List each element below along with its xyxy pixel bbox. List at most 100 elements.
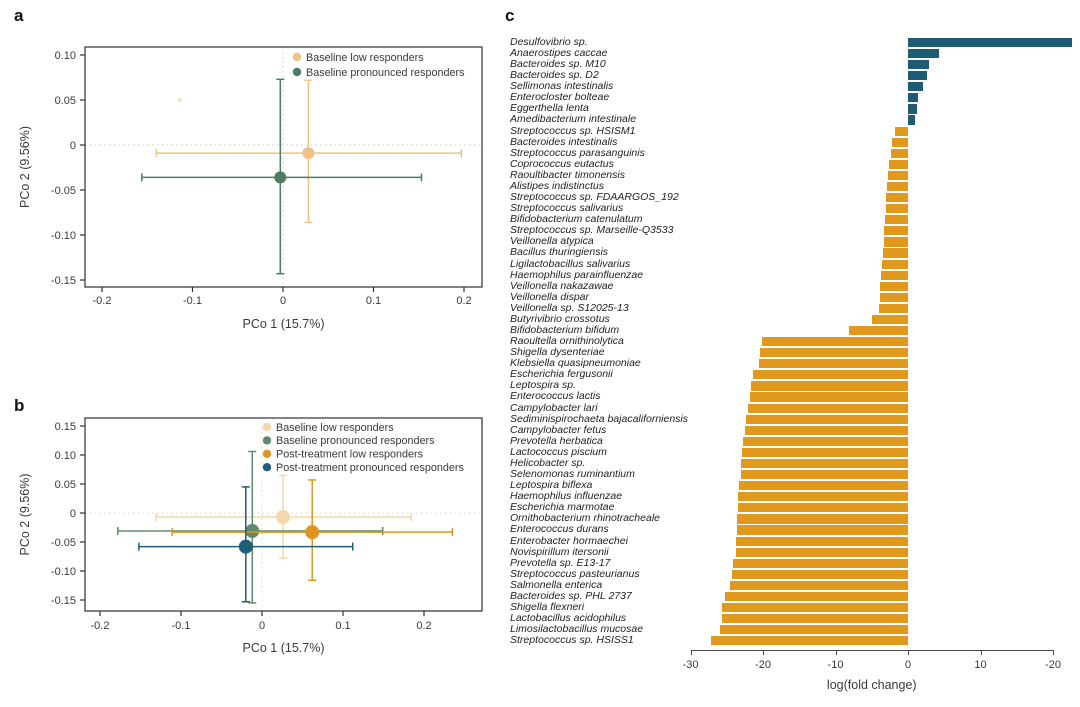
species-label: Desulfovibrio sp. xyxy=(510,35,588,48)
fold-change-bar xyxy=(744,425,908,435)
group-centroid-point xyxy=(274,171,287,184)
species-label: Enterococcus durans xyxy=(510,523,609,536)
x-tick xyxy=(908,650,909,655)
series-post-treatment-pronounced-responders xyxy=(138,486,354,603)
fold-change-bar xyxy=(721,614,908,624)
fold-change-bar xyxy=(761,337,908,347)
fold-change-bar xyxy=(732,558,908,568)
y-tick-label: -0.05 xyxy=(51,185,76,197)
species-label: Veillonella sp. S12025-13 xyxy=(510,301,629,314)
x-tick-label: 0.2 xyxy=(456,295,471,307)
fold-change-bar xyxy=(908,104,917,114)
fold-change-bar xyxy=(736,525,908,535)
y-axis-title: PCo 2 (9.56%) xyxy=(18,126,32,208)
y-tick-label: -0.10 xyxy=(51,230,76,242)
species-label: Limosilactobacillus mucosae xyxy=(510,623,644,636)
fold-change-bar xyxy=(881,270,908,280)
x-tick-label: 0 xyxy=(904,659,912,671)
x-tick-label: -10 xyxy=(827,659,844,671)
series-baseline-low-responders xyxy=(155,474,412,559)
fold-change-bar xyxy=(871,314,908,325)
fold-change-bar-chart: Desulfovibrio sp. Anaerostipes caccae Bact… xyxy=(500,0,1080,707)
fold-change-bar xyxy=(720,625,908,635)
x-axis-title: PCo 1 (15.7%) xyxy=(243,641,325,655)
fold-change-bar xyxy=(729,580,908,590)
legend-label-baseline-low-responders: Baseline low responders xyxy=(306,52,424,64)
fold-change-bar xyxy=(889,159,908,169)
species-label: Bacteroides intestinalis xyxy=(510,135,618,148)
species-label: Enterobacter hormaechei xyxy=(510,534,628,547)
y-tick-label: 0 xyxy=(70,140,76,152)
fold-change-bar xyxy=(741,447,908,458)
fold-change-bar xyxy=(908,93,919,103)
x-tick-label: 10 xyxy=(974,659,987,671)
fold-change-bar xyxy=(731,569,908,579)
fold-change-bar xyxy=(908,71,927,81)
group-centroid-point xyxy=(245,523,260,538)
species-label: Streptococcus pasteurianus xyxy=(510,567,640,580)
legend-label-baseline-pronounced-responders: Baseline pronounced responders xyxy=(306,67,465,79)
x-tick-label: 0 xyxy=(280,295,286,307)
species-label: Shigella flexneri xyxy=(510,600,585,613)
group-centroid-point xyxy=(276,510,291,525)
fold-change-bar xyxy=(879,292,908,302)
species-label: Raoultella ornithinolytica xyxy=(510,335,624,348)
species-label: Bacteroides sp. D2 xyxy=(510,69,599,82)
group-centroid-point xyxy=(302,147,315,160)
series-baseline-pronounced-responders xyxy=(141,78,423,275)
y-tick-label: -0.15 xyxy=(51,275,76,287)
fold-change-bar xyxy=(725,591,908,602)
species-label: Escherichia marmotae xyxy=(510,501,615,514)
legend-label-baseline-low-responders: Baseline low responders xyxy=(276,422,394,434)
species-label: Bacillus thuringiensis xyxy=(510,246,609,259)
species-label: Lactobacillus acidophilus xyxy=(510,612,627,625)
fold-change-bar xyxy=(908,60,930,70)
species-label: Klebsiella quasipneumoniae xyxy=(510,357,641,370)
fold-change-bar xyxy=(737,492,908,502)
x-tick xyxy=(1053,650,1054,655)
fold-change-bar xyxy=(736,514,908,524)
x-tick xyxy=(690,650,692,655)
species-label: Sediminispirochaeta bajacaliforniensis xyxy=(510,412,689,425)
fold-change-bar xyxy=(752,370,908,380)
x-tick-label: -20 xyxy=(755,659,771,671)
species-label: Lactococcus piscium xyxy=(510,445,607,458)
pcoa-plot-baseline: -0.2 -0.1 0 0.1 0.20.100.050-0.05-0.10-0.15P… xyxy=(18,46,483,331)
species-label: Enterococcus lactis xyxy=(510,390,601,403)
x-axis-title: log(fold change) xyxy=(826,678,917,692)
fold-change-bar xyxy=(880,281,908,291)
fold-change-bar xyxy=(908,115,915,125)
fold-change-bar xyxy=(886,193,908,203)
fold-change-bar xyxy=(879,303,908,313)
faint-outlier-dot xyxy=(177,98,182,102)
x-tick-label: 0 xyxy=(259,620,265,632)
panel-b-label: b xyxy=(14,396,25,415)
fold-change-bar xyxy=(883,248,908,258)
species-label: Veillonella dispar xyxy=(510,290,589,303)
species-label: Bacteroides sp. M10 xyxy=(510,58,606,71)
panel-c-label: c xyxy=(505,6,515,25)
fold-change-bar xyxy=(722,602,908,613)
species-label: Sellimonas intestinalis xyxy=(510,80,614,93)
fold-change-bar xyxy=(887,170,908,181)
fold-change-bar xyxy=(908,82,924,92)
legend-dot-baseline-pronounced-responders xyxy=(292,67,302,77)
species-label: Butyrivibrio crossotus xyxy=(510,312,610,325)
species-label: Salmonella enterica xyxy=(510,578,603,591)
x-tick-label: -0.2 xyxy=(91,620,110,632)
species-label: Streptococcus salivarius xyxy=(510,202,624,215)
species-label: Bifidobacterium bifidum xyxy=(510,323,620,336)
fold-change-bar xyxy=(747,403,908,413)
y-tick-label: 0.05 xyxy=(55,479,76,491)
fold-change-bar xyxy=(849,325,908,336)
y-tick-label: 0.15 xyxy=(55,421,76,433)
species-label: Bifidobacterium catenulatum xyxy=(510,213,643,226)
fold-change-bar xyxy=(751,381,908,391)
fold-change-bar xyxy=(736,547,908,557)
y-tick-label: -0.10 xyxy=(51,566,76,578)
x-tick-label: -0.1 xyxy=(172,620,191,632)
species-label: Streptococcus parasanguinis xyxy=(510,146,645,159)
fold-change-bar xyxy=(737,503,908,513)
legend-label-baseline-pronounced-responders: Baseline pronounced responders xyxy=(276,435,435,447)
